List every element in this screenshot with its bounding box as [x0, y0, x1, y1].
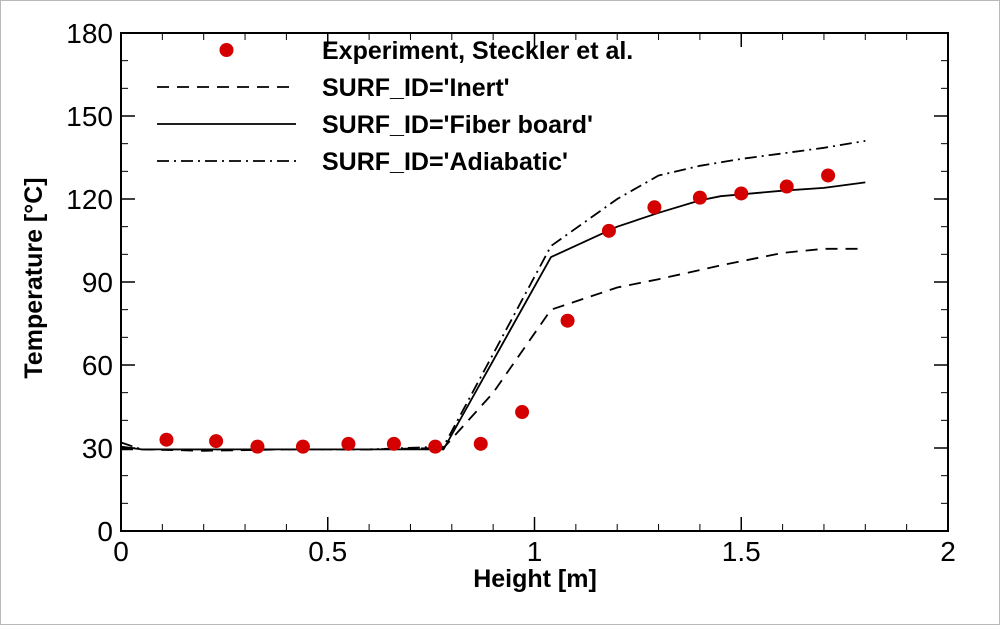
- legend-label: SURF_ID='Inert': [322, 74, 510, 102]
- series-lines-layer: [120, 140, 866, 452]
- series-markers-layer: [159, 168, 836, 454]
- y-tick-label: 0: [97, 516, 113, 547]
- data-point: [341, 436, 356, 451]
- data-point: [515, 405, 530, 420]
- x-tick-label: 1: [527, 536, 543, 567]
- axes-layer: 0 0.5 1 1.5 2 0 30 60 90 120 150 180: [66, 18, 956, 567]
- series-line-1: [121, 247, 866, 452]
- legend-marker: [219, 43, 234, 57]
- x-tick-label: 1.5: [722, 536, 761, 567]
- y-axis-title: Temperature [°C]: [20, 177, 48, 378]
- x-tick-label: 0.5: [308, 536, 347, 567]
- legend: Experiment, Steckler et al. SURF_ID='Iner…: [157, 37, 633, 176]
- plot-border: [120, 32, 949, 532]
- data-point: [473, 436, 488, 451]
- y-tick-label: 30: [82, 433, 113, 464]
- data-point: [821, 168, 836, 183]
- data-point: [560, 313, 575, 328]
- data-point: [692, 190, 707, 205]
- series-line-2: [120, 181, 866, 451]
- data-point: [386, 436, 401, 451]
- data-point: [209, 434, 224, 449]
- x-tick-label: 0: [113, 536, 129, 567]
- data-point: [159, 432, 174, 447]
- y-tick-label: 120: [66, 184, 113, 215]
- x-tick-label: 2: [940, 536, 956, 567]
- data-point: [734, 186, 749, 201]
- y-tick-label: 60: [82, 350, 113, 381]
- data-point: [250, 439, 265, 454]
- data-point: [295, 439, 310, 454]
- x-axis-title: Height [m]: [473, 565, 597, 593]
- y-tick-label: 150: [66, 101, 113, 132]
- data-point: [647, 200, 662, 215]
- data-point: [428, 439, 443, 454]
- y-tick-label: 180: [66, 18, 113, 49]
- series-line-3: [120, 140, 866, 451]
- legend-label: SURF_ID='Adiabatic': [322, 148, 568, 176]
- y-tick-label: 90: [82, 267, 113, 298]
- data-point: [601, 223, 616, 238]
- legend-label: SURF_ID='Fiber board': [322, 111, 593, 139]
- data-point: [779, 179, 794, 194]
- legend-label: Experiment, Steckler et al.: [322, 37, 633, 65]
